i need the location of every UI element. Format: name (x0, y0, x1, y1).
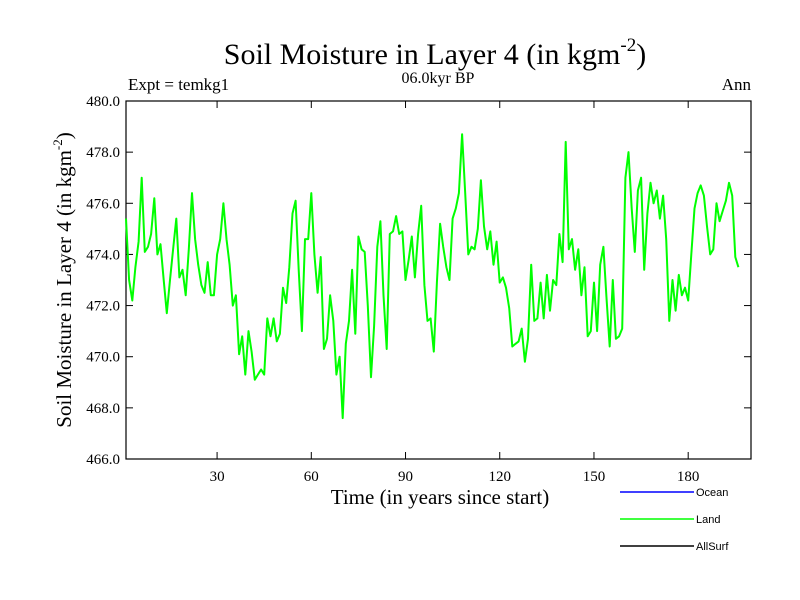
y-axis-label-sup: -2 (50, 139, 65, 150)
x-tick-label: 120 (488, 469, 511, 485)
x-axis-label: Time (in years since start) (331, 485, 550, 509)
y-tick-label: 480.0 (86, 94, 120, 110)
y-tick-label: 478.0 (86, 145, 120, 161)
y-axis-label-main: Soil Moisture in Layer 4 (in kgm (52, 150, 76, 428)
y-tick-label: 474.0 (86, 247, 120, 263)
legend-label-ocean: Ocean (696, 487, 728, 499)
y-axis-label: Soil Moisture in Layer 4 (in kgm-2) (50, 132, 76, 427)
legend-label-allsurf: AllSurf (696, 541, 729, 553)
chart-title-sup: -2 (620, 35, 636, 56)
series-line-land (125, 133, 740, 420)
y-axis-label-close: ) (52, 132, 76, 139)
plot-frame (125, 100, 752, 460)
x-tick-label: 30 (210, 469, 225, 485)
x-tick-label: 150 (583, 469, 606, 485)
chart-title-close: ) (636, 38, 646, 71)
chart-title-main: Soil Moisture in Layer 4 (in kgm (224, 38, 621, 71)
y-tick-label: 472.0 (86, 299, 120, 315)
experiment-label: Expt = temkg1 (128, 75, 229, 94)
y-tick-label: 476.0 (86, 196, 120, 212)
x-tick-label: 60 (304, 469, 319, 485)
y-tick-label: 466.0 (86, 452, 120, 468)
y-tick-labels: 466.0 468.0 470.0 472.0 474.0 476.0 478.0 480.0 (86, 94, 120, 468)
x-tick-label: 180 (677, 469, 700, 485)
y-tick-label: 470.0 (86, 350, 120, 366)
legend-label-land: Land (696, 514, 720, 526)
chart-subtitle: 06.0kyr BP (402, 70, 475, 87)
y-tick-label: 468.0 (86, 401, 120, 417)
axis-ticks (126, 100, 751, 460)
legend: Ocean Land AllSurf (620, 487, 729, 553)
x-tick-label: 90 (398, 469, 413, 485)
x-tick-labels: 30 60 90 120 150 180 (210, 469, 700, 485)
season-label: Ann (722, 75, 752, 94)
chart-title: Soil Moisture in Layer 4 (in kgm-2) (224, 35, 646, 71)
